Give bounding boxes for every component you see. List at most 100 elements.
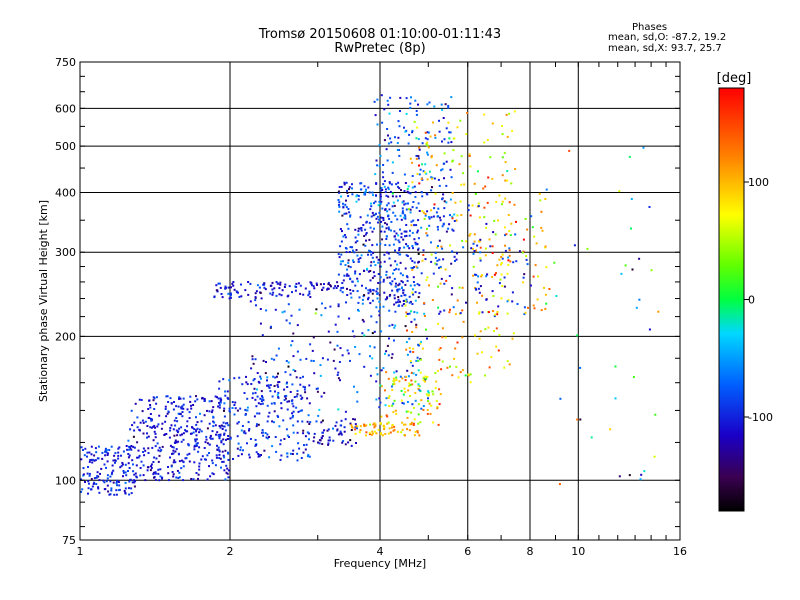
data-point bbox=[379, 433, 382, 436]
data-point bbox=[128, 480, 131, 483]
data-point bbox=[245, 375, 247, 378]
data-point bbox=[133, 479, 135, 482]
data-point bbox=[514, 233, 517, 236]
data-point bbox=[504, 244, 507, 247]
data-point bbox=[425, 142, 428, 145]
data-point bbox=[157, 472, 160, 475]
data-point bbox=[418, 292, 421, 295]
data-point bbox=[458, 286, 461, 289]
data-point bbox=[299, 358, 302, 361]
data-point bbox=[219, 397, 222, 400]
data-point bbox=[474, 334, 476, 337]
data-point bbox=[402, 300, 405, 302]
data-point bbox=[273, 358, 276, 361]
data-point bbox=[398, 125, 401, 128]
data-point bbox=[378, 314, 381, 317]
data-point bbox=[388, 228, 390, 231]
data-point bbox=[447, 104, 450, 107]
data-point bbox=[150, 419, 153, 422]
data-point bbox=[396, 149, 399, 151]
data-point bbox=[136, 441, 139, 444]
data-point bbox=[426, 210, 429, 213]
data-point bbox=[229, 292, 232, 295]
data-point bbox=[417, 369, 420, 372]
data-point bbox=[428, 284, 430, 287]
data-point bbox=[302, 451, 305, 454]
data-point bbox=[503, 285, 506, 288]
data-point bbox=[169, 427, 172, 429]
data-point bbox=[440, 245, 443, 248]
data-point bbox=[214, 395, 217, 398]
data-point bbox=[203, 414, 206, 417]
data-point bbox=[283, 388, 286, 391]
data-point bbox=[338, 210, 341, 213]
data-point bbox=[261, 395, 263, 398]
data-point bbox=[334, 323, 337, 326]
data-point bbox=[392, 201, 395, 204]
data-point bbox=[348, 211, 351, 214]
data-point bbox=[265, 309, 268, 312]
data-point bbox=[264, 372, 267, 375]
data-point bbox=[273, 410, 276, 413]
data-point bbox=[459, 200, 462, 203]
data-point bbox=[165, 433, 168, 435]
data-point bbox=[208, 443, 211, 446]
data-point bbox=[257, 402, 260, 405]
data-point bbox=[398, 380, 401, 383]
data-point bbox=[181, 405, 184, 408]
data-point bbox=[491, 177, 494, 180]
data-point bbox=[468, 234, 471, 237]
data-point bbox=[451, 217, 454, 220]
data-point bbox=[398, 187, 401, 190]
data-point bbox=[401, 402, 404, 404]
data-point bbox=[218, 406, 221, 409]
data-point bbox=[205, 435, 208, 438]
data-point bbox=[411, 403, 414, 406]
data-point bbox=[419, 371, 422, 374]
data-point bbox=[270, 402, 273, 405]
data-point bbox=[409, 157, 412, 160]
data-point bbox=[495, 272, 497, 275]
data-point bbox=[537, 275, 540, 278]
data-point bbox=[395, 232, 398, 235]
data-point bbox=[193, 445, 196, 448]
data-point bbox=[387, 252, 390, 255]
data-point bbox=[465, 301, 467, 304]
data-point bbox=[455, 219, 458, 222]
data-point bbox=[416, 229, 419, 232]
data-point bbox=[374, 114, 377, 117]
data-point bbox=[132, 445, 135, 448]
data-point bbox=[194, 400, 197, 403]
data-point bbox=[188, 417, 191, 419]
data-point bbox=[276, 384, 279, 387]
data-point bbox=[384, 352, 386, 355]
data-point bbox=[376, 243, 378, 246]
data-point bbox=[211, 430, 214, 433]
data-point bbox=[385, 414, 388, 417]
data-point bbox=[369, 355, 371, 358]
data-point bbox=[377, 282, 380, 284]
data-point bbox=[327, 442, 330, 445]
data-point bbox=[129, 478, 132, 481]
data-point bbox=[280, 402, 283, 405]
data-point bbox=[378, 144, 381, 147]
data-point bbox=[390, 183, 393, 186]
data-point bbox=[576, 334, 579, 337]
data-point bbox=[277, 385, 280, 388]
data-point bbox=[508, 247, 511, 250]
data-point bbox=[412, 372, 415, 375]
data-point bbox=[248, 429, 250, 432]
data-point bbox=[406, 416, 409, 419]
data-point bbox=[289, 452, 292, 455]
data-point bbox=[503, 226, 506, 229]
data-point bbox=[653, 455, 656, 458]
data-point bbox=[211, 462, 214, 465]
data-point bbox=[438, 130, 441, 133]
data-point bbox=[417, 155, 420, 158]
data-point bbox=[291, 340, 294, 343]
data-point bbox=[408, 347, 411, 350]
data-point bbox=[467, 373, 470, 376]
data-point bbox=[271, 420, 274, 423]
data-point bbox=[376, 164, 379, 167]
data-point bbox=[394, 214, 397, 217]
